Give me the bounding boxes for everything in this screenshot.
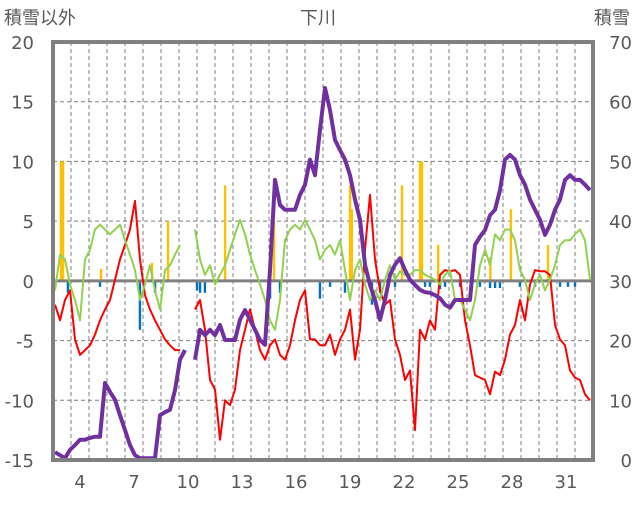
- orange-bar: [418, 161, 422, 281]
- left-tick-label: -10: [5, 391, 34, 412]
- chart-title: 下川: [300, 8, 336, 29]
- orange-bar: [509, 209, 513, 281]
- blue-bar: [343, 280, 347, 293]
- blue-bar: [518, 280, 522, 287]
- x-tick-label: 7: [128, 472, 139, 493]
- series-lines: [53, 86, 592, 461]
- right-tick-label: 40: [609, 212, 632, 233]
- purple-series-line: [53, 86, 592, 461]
- orange-bar: [400, 185, 404, 281]
- left-axis-ticks: -15 -10 -5 0 5 10 15 20: [5, 33, 34, 472]
- x-tick-label: 28: [501, 472, 524, 493]
- right-tick-label: 60: [609, 93, 632, 114]
- blue-bar: [138, 280, 142, 330]
- right-axis-ticks: 0 10 20 30 40 50 60 70: [609, 33, 632, 472]
- orange-bar: [272, 221, 276, 281]
- left-tick-label: -5: [16, 332, 34, 353]
- orange-bar: [348, 185, 352, 281]
- orange-bar: [166, 221, 170, 281]
- right-tick-label: 50: [609, 152, 632, 173]
- blue-bar: [478, 280, 482, 287]
- blue-bar: [488, 280, 492, 289]
- x-tick-label: 25: [447, 472, 470, 493]
- left-axis-title: 積雪以外: [4, 8, 76, 29]
- blue-bar: [443, 280, 447, 287]
- x-tick-label: 16: [285, 472, 308, 493]
- orange-bar: [59, 161, 63, 281]
- orange-bar: [99, 268, 103, 281]
- blue-bar: [198, 280, 202, 293]
- orange-bar: [437, 245, 440, 281]
- x-tick-label: 22: [393, 472, 416, 493]
- orange-bar: [420, 161, 424, 281]
- left-tick-label: 0: [23, 272, 34, 293]
- left-tick-label: 10: [11, 152, 34, 173]
- blue-bar: [278, 280, 282, 293]
- blue-bar: [203, 280, 207, 293]
- orange-bar: [61, 161, 65, 281]
- right-tick-label: 0: [621, 451, 632, 472]
- x-tick-label: 10: [177, 472, 200, 493]
- x-tick-label: 19: [339, 472, 362, 493]
- blue-bar: [498, 280, 502, 289]
- left-tick-label: 20: [11, 33, 34, 54]
- right-axis-title: 積雪: [594, 8, 630, 29]
- blue-bar: [493, 280, 497, 289]
- left-tick-label: -15: [5, 451, 34, 472]
- right-tick-label: 70: [609, 33, 632, 54]
- blue-bar: [558, 280, 562, 287]
- x-tick-label: 13: [231, 472, 254, 493]
- blue-bar: [423, 280, 427, 287]
- blue-bar: [66, 280, 70, 293]
- plot-frame: [51, 40, 595, 462]
- x-axis-ticks: 4 7 10 13 16 19 22 25 28 31: [74, 472, 577, 493]
- x-tick-label: 4: [74, 472, 85, 493]
- left-tick-label: 15: [11, 93, 34, 114]
- red-series-line: [54, 193, 591, 441]
- blue-bar: [98, 280, 102, 287]
- right-tick-label: 30: [609, 272, 632, 293]
- blue-bar: [318, 280, 322, 299]
- orange-bar: [223, 185, 227, 281]
- blue-bar: [566, 280, 570, 287]
- orange-bar: [489, 256, 492, 281]
- blue-bar: [393, 280, 397, 287]
- blue-bar: [195, 280, 199, 291]
- orange-bar: [546, 245, 550, 281]
- blue-bar: [428, 280, 432, 287]
- x-tick-label: 31: [555, 472, 578, 493]
- left-tick-label: 5: [23, 212, 34, 233]
- blue-bar: [573, 280, 577, 287]
- blue-bar: [328, 280, 332, 287]
- right-tick-label: 10: [609, 391, 632, 412]
- orange-bar: [350, 209, 353, 281]
- right-tick-label: 20: [609, 332, 632, 353]
